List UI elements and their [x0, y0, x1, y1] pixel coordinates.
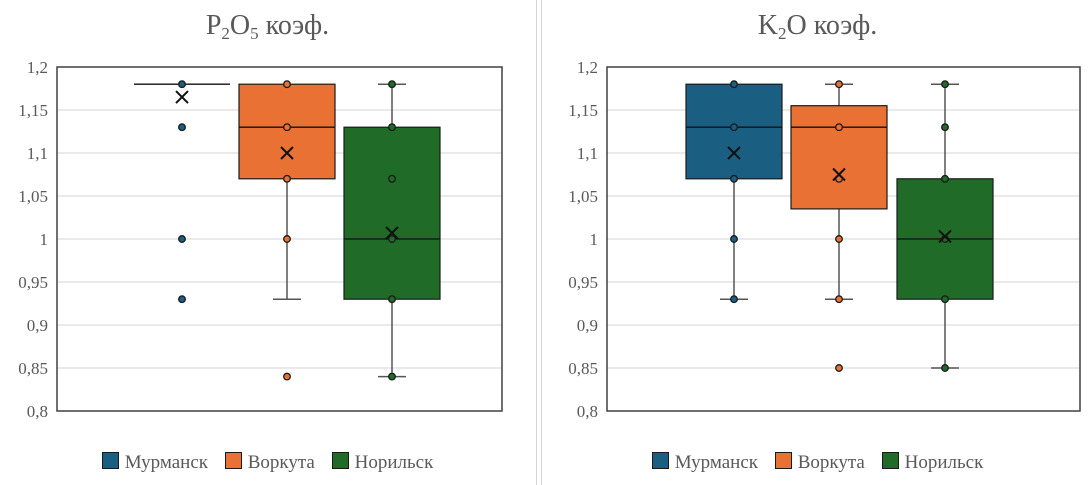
data-point — [178, 123, 186, 132]
y-tick-label: 0,85 — [18, 359, 48, 378]
legend-item-norilsk: Норильск — [881, 452, 983, 474]
y-tick-label: 0,95 — [18, 273, 48, 292]
mean-marker — [832, 167, 846, 182]
box-1 — [238, 80, 336, 381]
mean-marker — [727, 146, 741, 160]
data-point — [941, 174, 949, 183]
y-tick-label: 1,1 — [577, 144, 598, 163]
data-point — [941, 80, 949, 89]
plot-frame — [606, 66, 1081, 412]
mean-marker-stroke — [175, 90, 189, 104]
data-point — [941, 123, 949, 132]
y-tick-label: 1 — [590, 230, 599, 249]
y-tick-label: 1 — [40, 230, 49, 249]
data-point — [941, 295, 949, 304]
y-tick-label: 0,8 — [577, 402, 598, 421]
mean-marker — [175, 90, 189, 104]
mean-marker-stroke — [280, 146, 294, 160]
data-point — [730, 295, 738, 304]
plot-area: 0,8 0,85 0,9 0,95 1 1,05 1,1 1,15 1,2 — [18, 58, 503, 421]
data-point — [283, 174, 291, 183]
y-tick-label: 1,05 — [18, 187, 48, 206]
divider — [541, 0, 542, 485]
chart-p2o5: P2O5 коэф. 0,8 0,85 0,9 0,95 1 1,05 1,1 1,15 1,2… — [0, 0, 535, 485]
data-point — [730, 174, 738, 183]
data-point — [388, 295, 396, 304]
data-point — [941, 364, 949, 372]
box-iqr — [790, 105, 888, 210]
box-iqr — [343, 126, 441, 300]
chart-title: K2O коэф. — [757, 10, 878, 43]
mean-marker — [280, 146, 294, 160]
legend: Мурманск Воркута Норильск — [545, 452, 1090, 474]
legend-item-norilsk: Норильск — [331, 452, 433, 474]
y-tick-label: 1,2 — [27, 58, 48, 77]
y-tick-label: 0,9 — [577, 316, 598, 335]
legend-swatch — [224, 452, 242, 469]
data-point — [178, 295, 186, 304]
box-1 — [790, 80, 888, 372]
mean-marker — [938, 229, 952, 244]
data-point — [388, 123, 396, 132]
mean-marker-stroke — [832, 167, 846, 182]
legend-swatch — [651, 452, 669, 469]
data-point — [178, 235, 186, 243]
legend-swatch — [331, 452, 349, 469]
data-point — [283, 372, 291, 381]
data-point — [730, 235, 738, 243]
box-iqr — [238, 83, 336, 180]
chart-k2o: K2O коэф. 0,8 0,85 0,9 0,95 1 1,05 1,1 1,15 1,2 … — [545, 0, 1090, 485]
data-point — [283, 80, 291, 89]
box-2 — [343, 80, 441, 381]
data-point — [835, 364, 843, 372]
plot-area: 0,8 0,85 0,9 0,95 1 1,05 1,1 1,15 1,2 — [568, 58, 1081, 421]
data-point — [388, 372, 396, 381]
data-point — [730, 80, 738, 89]
legend-swatch — [774, 452, 792, 469]
legend-swatch — [881, 452, 899, 469]
y-tick-label: 0,85 — [568, 359, 598, 378]
mean-marker-stroke — [385, 226, 399, 240]
data-point — [388, 80, 396, 89]
box-0 — [134, 80, 230, 304]
y-tick-label: 1,1 — [27, 144, 48, 163]
mean-marker — [385, 226, 399, 240]
data-point — [835, 80, 843, 89]
data-point — [283, 123, 291, 132]
mean-marker-stroke — [727, 146, 741, 160]
legend-item-vorkuta: Воркута — [774, 452, 865, 474]
data-point — [835, 235, 843, 243]
y-tick-label: 1,05 — [568, 187, 598, 206]
legend-item-murmansk: Мурманск — [101, 452, 208, 474]
data-point — [730, 123, 738, 132]
data-point — [388, 174, 396, 183]
divider — [536, 0, 537, 485]
y-tick-label: 0,95 — [568, 273, 598, 292]
box-0 — [685, 80, 783, 304]
box-2 — [896, 80, 994, 372]
legend-swatch — [101, 452, 119, 469]
y-tick-label: 1,15 — [568, 101, 598, 120]
y-tick-label: 1,15 — [18, 101, 48, 120]
data-point — [388, 235, 396, 243]
legend-item-vorkuta: Воркута — [224, 452, 315, 474]
legend: Мурманск Воркута Норильск — [0, 452, 535, 474]
y-tick-label: 0,9 — [27, 316, 48, 335]
y-tick-label: 0,8 — [27, 402, 48, 421]
y-tick-label: 1,2 — [577, 58, 598, 77]
data-point — [178, 80, 186, 89]
legend-item-murmansk: Мурманск — [651, 452, 758, 474]
data-point — [835, 123, 843, 132]
plot-frame — [56, 66, 503, 412]
data-point — [283, 235, 291, 243]
box-iqr — [685, 83, 783, 180]
mean-marker-stroke — [938, 229, 952, 244]
data-point — [835, 295, 843, 304]
chart-title: P2O5 коэф. — [205, 10, 330, 43]
